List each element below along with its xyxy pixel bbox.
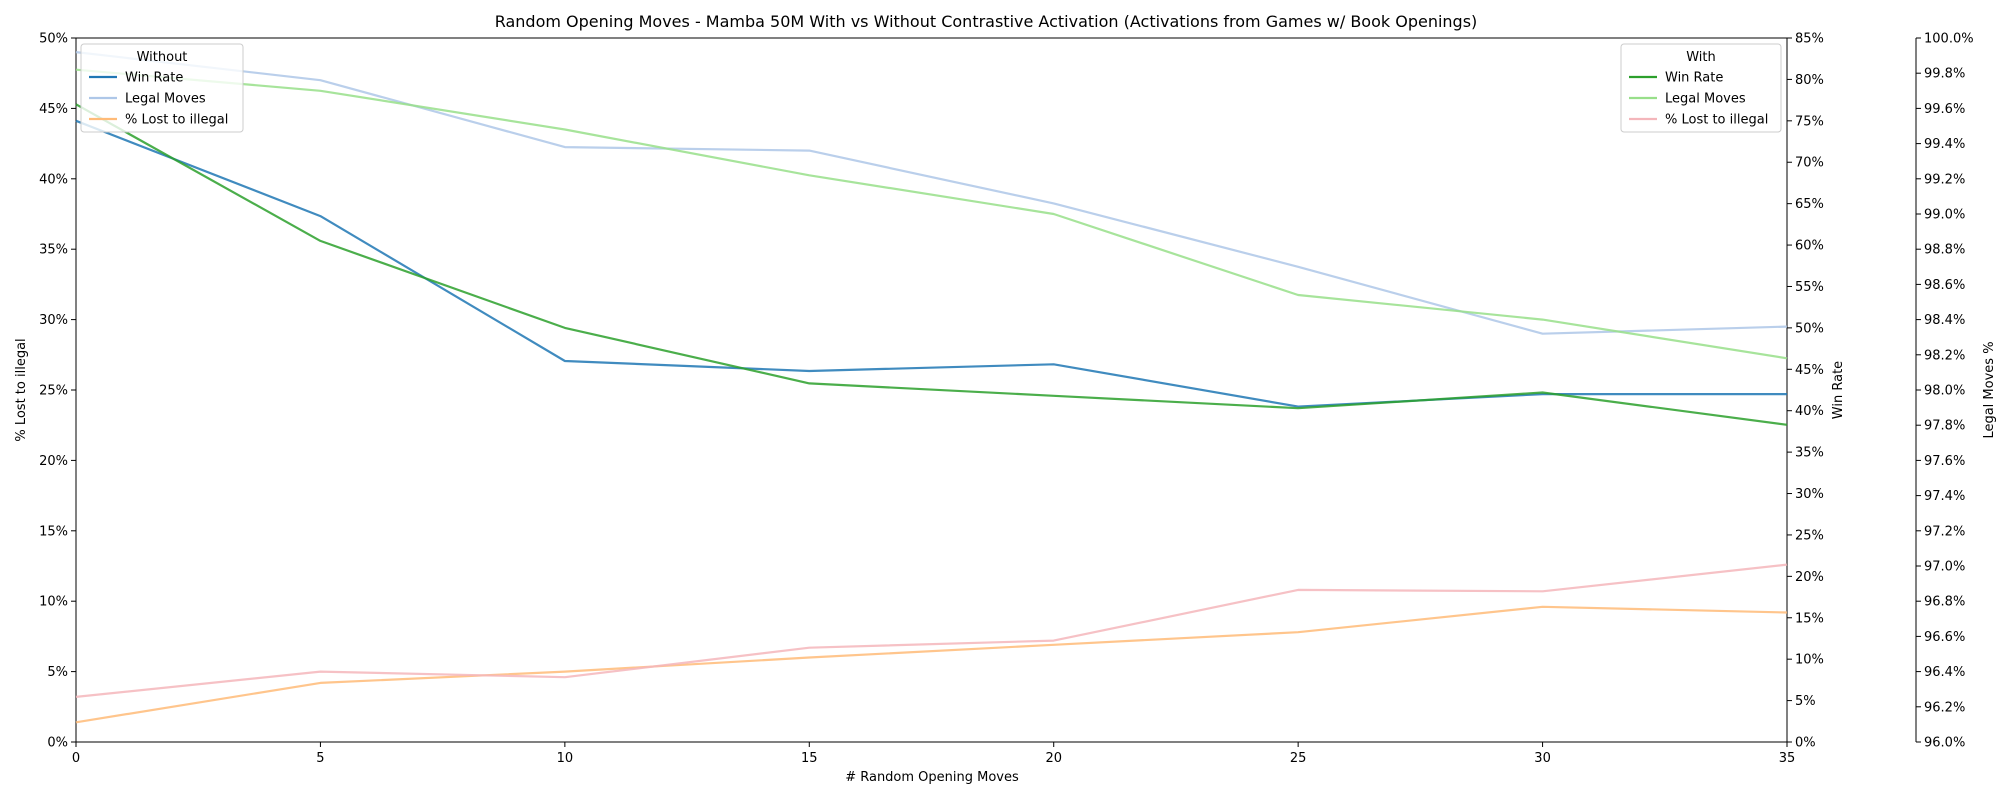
win-rate-tick-label: 50% [1795,321,1824,336]
x-axis: 0 5 10 15 20 25 30 35 [72,742,1795,766]
left-tick-label: 15% [39,524,68,539]
left-tick-label: 30% [39,313,68,328]
legal-moves-tick-label: 96.8% [1924,595,1965,610]
series-layer [75,51,1788,724]
legend-box [80,43,244,133]
legal-moves-tick-label: 99.0% [1924,208,1965,223]
series-line-without-1 [75,51,1788,335]
legal-moves-tick-label: 99.6% [1924,102,1965,117]
legend-entry-label: Win Rate [1665,71,1723,86]
legal-moves-axis: 96.0% 96.2% 96.4% 96.6% 96.8% 97.0% 97.2% 97.4%… [1916,32,1974,751]
left-tick-label: 20% [39,454,68,469]
left-tick-label: 0% [47,736,68,751]
win-rate-tick-label: 40% [1795,404,1824,419]
left-tick-label: 45% [39,102,68,117]
win-rate-tick-label: 55% [1795,280,1824,295]
win-rate-tick-label: 85% [1795,32,1824,47]
left-axis-label: % Lost to illegal [14,338,29,441]
x-tick-label: 25 [1290,751,1307,766]
legal-moves-tick-label: 100.0% [1924,32,1974,47]
series-line-with-4 [75,68,1788,360]
legal-moves-tick-label: 96.2% [1924,700,1965,715]
legal-moves-tick-label: 98.6% [1924,278,1965,293]
legal-moves-tick-label: 97.8% [1924,419,1965,434]
win-rate-tick-label: 35% [1795,446,1824,461]
win-rate-tick-label: 5% [1795,694,1816,709]
legal-moves-tick-label: 99.2% [1924,172,1965,187]
legend-title: With [1686,50,1716,65]
legend-entry-label: % Lost to illegal [125,113,228,128]
left-tick-label: 5% [47,665,68,680]
win-rate-tick-label: 60% [1795,239,1824,254]
legal-moves-tick-label: 98.8% [1924,243,1965,258]
x-tick-label: 10 [557,751,574,766]
win-rate-tick-label: 20% [1795,570,1824,585]
legal-moves-axis-label: Legal Moves % [1982,341,1997,438]
legal-moves-tick-label: 96.0% [1924,736,1965,751]
win-rate-tick-label: 30% [1795,487,1824,502]
legend-entry-label: Legal Moves [1665,92,1746,107]
win-rate-axis-label: Win Rate [1831,361,1846,419]
x-tick-label: 0 [72,751,80,766]
legal-moves-tick-label: 99.8% [1924,67,1965,82]
x-tick-label: 20 [1045,751,1062,766]
legend-entry-label: Win Rate [125,71,183,86]
legend-entry-label: Legal Moves [125,92,206,107]
left-axis: 0% 5% 10% 15% 20% 25% 30% 35% 40% 45% 50% [39,32,76,751]
left-tick-label: 50% [39,32,68,47]
series-line-without-2 [75,605,1788,724]
win-rate-tick-label: 0% [1795,736,1816,751]
legal-moves-tick-label: 98.0% [1924,384,1965,399]
x-axis-label: # Random Opening Moves [845,770,1019,785]
legend-box [1620,43,1782,133]
plot-frame [75,37,1917,743]
left-tick-label: 25% [39,384,68,399]
win-rate-tick-label: 75% [1795,114,1824,129]
chart-title: Random Opening Moves - Mamba 50M With vs… [495,12,1478,31]
legal-moves-tick-label: 96.6% [1924,630,1965,645]
win-rate-tick-label: 45% [1795,363,1824,378]
x-tick-label: 35 [1779,751,1796,766]
x-tick-label: 5 [316,751,324,766]
win-rate-tick-label: 15% [1795,611,1824,626]
legend-without: Without Win Rate Legal Moves % Lost to ille… [80,43,244,133]
win-rate-tick-label: 65% [1795,197,1824,212]
win-rate-tick-label: 70% [1795,156,1824,171]
left-tick-label: 10% [39,595,68,610]
x-tick-label: 30 [1534,751,1551,766]
series-line-without-0 [75,119,1787,408]
legend-with: With Win Rate Legal Moves % Lost to illegal [1620,43,1782,133]
legal-moves-tick-label: 98.4% [1924,313,1965,328]
legal-moves-tick-label: 97.4% [1924,489,1965,504]
legal-moves-tick-label: 97.2% [1924,524,1965,539]
legend-title: Without [137,50,188,65]
left-tick-label: 35% [39,243,68,258]
win-rate-tick-label: 80% [1795,73,1824,88]
legal-moves-tick-label: 98.2% [1924,348,1965,363]
legal-moves-tick-label: 99.4% [1924,137,1965,152]
win-rate-tick-label: 10% [1795,653,1824,668]
x-tick-label: 15 [801,751,818,766]
win-rate-tick-label: 25% [1795,528,1824,543]
legal-moves-tick-label: 97.0% [1924,560,1965,575]
left-tick-label: 40% [39,172,68,187]
legal-moves-tick-label: 97.6% [1924,454,1965,469]
legal-moves-tick-label: 96.4% [1924,665,1965,680]
legend-entry-label: % Lost to illegal [1665,113,1768,128]
series-line-with-5 [75,563,1788,698]
series-line-with-3 [75,103,1788,426]
win-rate-axis: 0% 5% 10% 15% 20% 25% 30% 35% 40% 45% 50% 55% 60% 65%… [1787,32,1824,751]
